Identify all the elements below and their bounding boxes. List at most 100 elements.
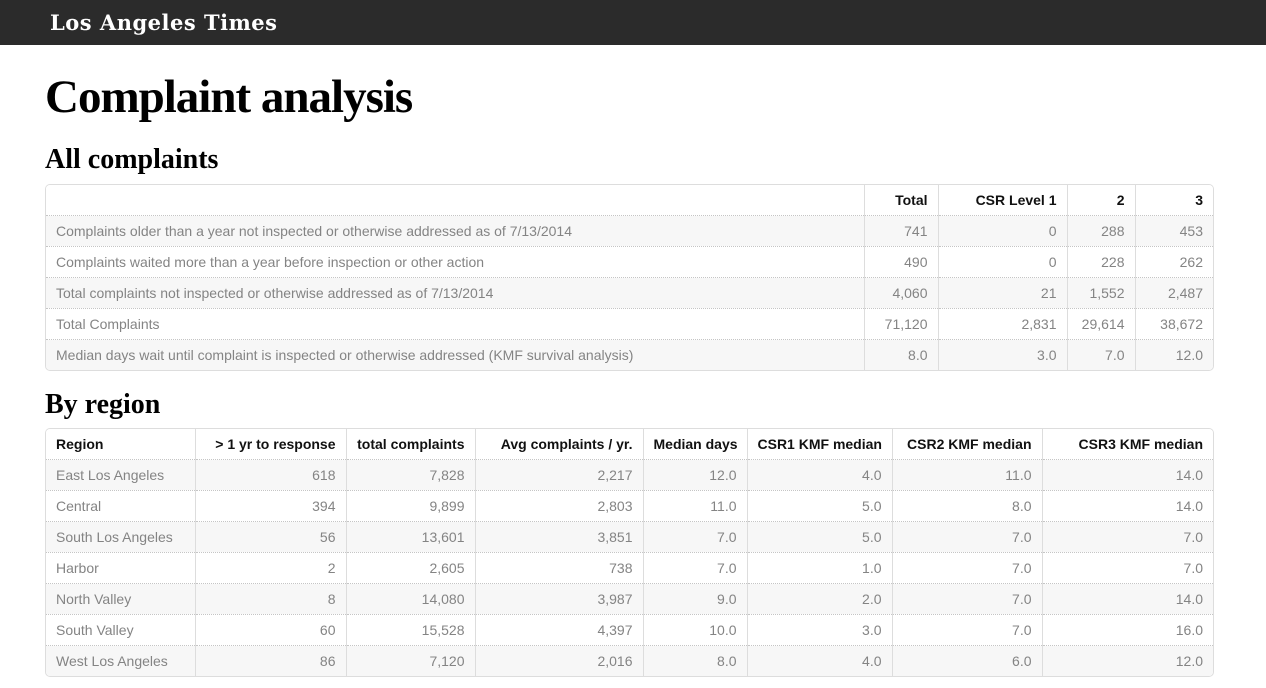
value-cell: 60 <box>194 614 346 646</box>
column-header-median-days: Median days <box>642 429 747 460</box>
value-cell: 7.0 <box>1041 521 1213 553</box>
value-cell: 0 <box>937 245 1067 278</box>
value-cell: 14.0 <box>1041 459 1213 491</box>
masthead: Los Angeles Times <box>0 0 1266 45</box>
main-content: Complaint analysis All complaints Total … <box>45 71 1214 678</box>
value-cell: 7,828 <box>345 459 475 491</box>
column-header-csr1-kmf: CSR1 KMF median <box>746 429 892 460</box>
value-cell: 490 <box>863 245 938 278</box>
value-cell: 7.0 <box>891 614 1042 646</box>
value-cell: 29,614 <box>1066 307 1135 340</box>
region-name-cell: Central <box>46 490 195 522</box>
by-region-table: Region > 1 yr to response total complain… <box>46 429 1213 677</box>
value-cell: 10.0 <box>642 614 747 646</box>
column-header-3: 3 <box>1134 184 1213 216</box>
value-cell: 11.0 <box>642 490 747 522</box>
table-row: Complaints waited more than a year befor… <box>46 245 1213 278</box>
region-name-cell: North Valley <box>46 583 195 615</box>
table-row: Median days wait until complaint is insp… <box>46 338 1213 370</box>
table-header-row: Region > 1 yr to response total complain… <box>46 429 1213 460</box>
region-name-cell: South Los Angeles <box>46 521 195 553</box>
column-header-total-complaints: total complaints <box>345 429 475 460</box>
value-cell: 5.0 <box>746 490 892 522</box>
column-header-2: 2 <box>1066 184 1135 216</box>
row-label-cell: Median days wait until complaint is insp… <box>46 338 864 370</box>
value-cell: 15,528 <box>345 614 475 646</box>
row-label-cell: Total Complaints <box>46 307 864 340</box>
value-cell: 12.0 <box>1041 645 1213 677</box>
value-cell: 9.0 <box>642 583 747 615</box>
value-cell: 14,080 <box>345 583 475 615</box>
value-cell: 71,120 <box>863 307 938 340</box>
row-label-cell: Complaints waited more than a year befor… <box>46 245 864 278</box>
value-cell: 16.0 <box>1041 614 1213 646</box>
value-cell: 7.0 <box>642 521 747 553</box>
table-row: Total Complaints 71,120 2,831 29,614 38,… <box>46 307 1213 340</box>
value-cell: 7,120 <box>345 645 475 677</box>
column-header-empty <box>46 184 864 216</box>
row-label-cell: Complaints older than a year not inspect… <box>46 214 864 247</box>
table-row: East Los Angeles 618 7,828 2,217 12.0 4.… <box>46 459 1213 491</box>
value-cell: 56 <box>194 521 346 553</box>
value-cell: 228 <box>1066 245 1135 278</box>
value-cell: 453 <box>1134 214 1213 247</box>
value-cell: 0 <box>937 214 1067 247</box>
value-cell: 21 <box>937 276 1067 309</box>
table-header-row: Total CSR Level 1 2 3 <box>46 184 1213 216</box>
page-title: Complaint analysis <box>45 71 413 123</box>
value-cell: 8.0 <box>642 645 747 677</box>
value-cell: 86 <box>194 645 346 677</box>
value-cell: 2.0 <box>746 583 892 615</box>
column-header-csr-level-1: CSR Level 1 <box>937 184 1067 216</box>
value-cell: 5.0 <box>746 521 892 553</box>
by-region-heading: By region <box>45 388 161 420</box>
value-cell: 14.0 <box>1041 490 1213 522</box>
value-cell: 2,831 <box>937 307 1067 340</box>
value-cell: 2,605 <box>345 552 475 584</box>
region-name-cell: Harbor <box>46 552 195 584</box>
region-name-cell: West Los Angeles <box>46 645 195 677</box>
table-row: Total complaints not inspected or otherw… <box>46 276 1213 309</box>
column-header-region: Region <box>46 429 195 460</box>
value-cell: 262 <box>1134 245 1213 278</box>
all-complaints-heading: All complaints <box>45 143 219 175</box>
value-cell: 13,601 <box>345 521 475 553</box>
value-cell: 741 <box>863 214 938 247</box>
value-cell: 7.0 <box>891 521 1042 553</box>
table-row: North Valley 8 14,080 3,987 9.0 2.0 7.0 … <box>46 583 1213 615</box>
value-cell: 4,397 <box>474 614 643 646</box>
table-row: Harbor 2 2,605 738 7.0 1.0 7.0 7.0 <box>46 552 1213 584</box>
value-cell: 7.0 <box>1041 552 1213 584</box>
value-cell: 8.0 <box>863 338 938 370</box>
la-times-logo[interactable]: Los Angeles Times <box>50 10 278 35</box>
value-cell: 12.0 <box>1134 338 1213 370</box>
region-name-cell: East Los Angeles <box>46 459 195 491</box>
column-header-gt1yr: > 1 yr to response <box>194 429 346 460</box>
value-cell: 38,672 <box>1134 307 1213 340</box>
value-cell: 4.0 <box>746 645 892 677</box>
value-cell: 7.0 <box>891 583 1042 615</box>
value-cell: 11.0 <box>891 459 1042 491</box>
value-cell: 2,217 <box>474 459 643 491</box>
value-cell: 1,552 <box>1066 276 1135 309</box>
value-cell: 1.0 <box>746 552 892 584</box>
value-cell: 2,803 <box>474 490 643 522</box>
value-cell: 3,851 <box>474 521 643 553</box>
all-complaints-table-wrap: Total CSR Level 1 2 3 Complaints older t… <box>45 183 1214 371</box>
value-cell: 3.0 <box>746 614 892 646</box>
table-row: Central 394 9,899 2,803 11.0 5.0 8.0 14.… <box>46 490 1213 522</box>
value-cell: 7.0 <box>1066 338 1135 370</box>
value-cell: 618 <box>194 459 346 491</box>
all-complaints-table: Total CSR Level 1 2 3 Complaints older t… <box>46 184 1213 370</box>
row-label-cell: Total complaints not inspected or otherw… <box>46 276 864 309</box>
column-header-csr3-kmf: CSR3 KMF median <box>1041 429 1213 460</box>
value-cell: 12.0 <box>642 459 747 491</box>
value-cell: 6.0 <box>891 645 1042 677</box>
value-cell: 9,899 <box>345 490 475 522</box>
value-cell: 738 <box>474 552 643 584</box>
region-name-cell: South Valley <box>46 614 195 646</box>
value-cell: 4,060 <box>863 276 938 309</box>
value-cell: 2,487 <box>1134 276 1213 309</box>
table-row: Complaints older than a year not inspect… <box>46 214 1213 247</box>
table-row: South Valley 60 15,528 4,397 10.0 3.0 7.… <box>46 614 1213 646</box>
